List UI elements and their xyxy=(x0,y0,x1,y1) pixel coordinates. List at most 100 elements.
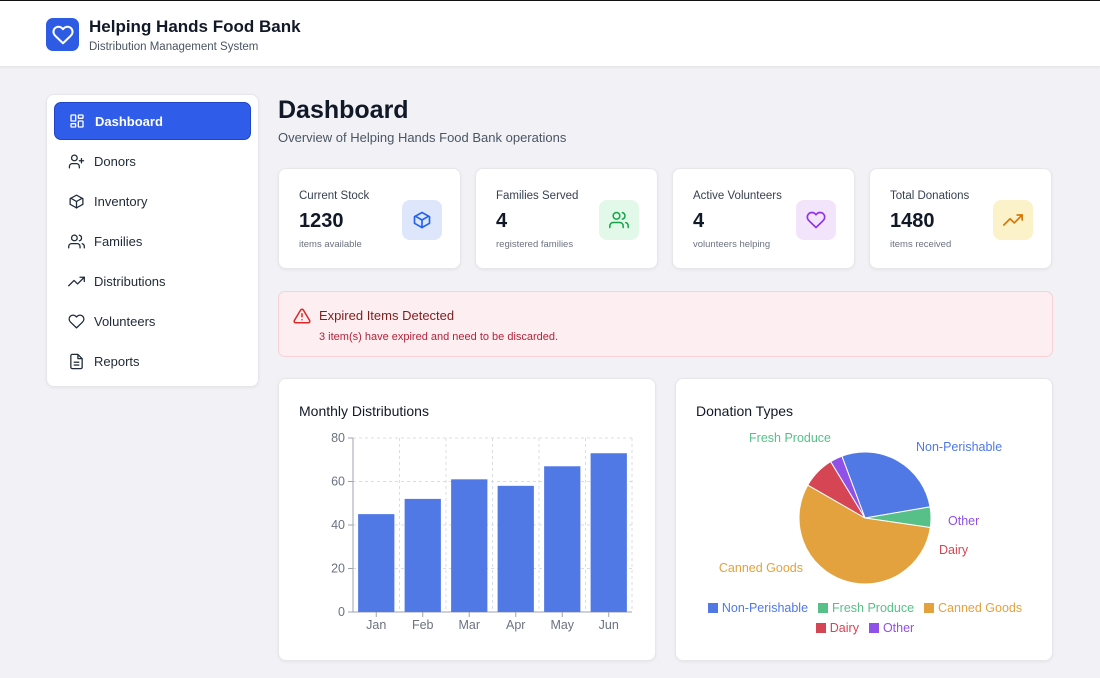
y-tick-label: 0 xyxy=(338,605,345,619)
alert-message: 3 item(s) have expired and need to be di… xyxy=(319,331,559,343)
bar xyxy=(451,479,488,612)
expired-items-alert: Expired Items Detected 3 item(s) have ex… xyxy=(278,291,1053,357)
sidebar-item-label: Volunteers xyxy=(94,313,156,329)
stat-card-families-served: Families Served 4 registered families xyxy=(475,168,658,269)
stat-value: 4 xyxy=(496,210,508,232)
users-icon xyxy=(599,200,639,240)
bar xyxy=(590,453,627,612)
stat-value: 1480 xyxy=(890,210,935,232)
legend-label: Fresh Produce xyxy=(832,601,915,615)
bar xyxy=(404,498,441,612)
app-subtitle: Distribution Management System xyxy=(89,41,259,53)
x-tick-label: Feb xyxy=(412,618,434,632)
pie-chart: Non-Perishable Fresh Produce Canned Goods D… xyxy=(719,431,1002,585)
y-tick-label: 40 xyxy=(331,518,345,532)
stat-value: 1230 xyxy=(299,210,344,232)
sidebar-item-label: Inventory xyxy=(94,193,148,209)
stat-card-total-donations: Total Donations 1480 items received xyxy=(869,168,1052,269)
donation-types-card: Donation Types Non-Perishable Fresh Produ… xyxy=(675,378,1053,661)
pie-slice-label: Canned Goods xyxy=(719,561,803,575)
pie-legend-row: Non-Perishable Fresh Produce Canned Goods xyxy=(676,601,1054,615)
stat-note: registered families xyxy=(496,239,574,250)
pie-slice-label: Fresh Produce xyxy=(749,431,831,445)
stat-card-current-stock: Current Stock 1230 items available xyxy=(278,168,461,269)
heart-logo-icon xyxy=(46,18,79,51)
sidebar-item-label: Reports xyxy=(94,353,140,369)
sidebar-item-donors[interactable]: Donors xyxy=(54,142,251,180)
sidebar-item-volunteers[interactable]: Volunteers xyxy=(54,302,251,340)
y-tick-label: 80 xyxy=(331,431,345,445)
sidebar-item-label: Distributions xyxy=(94,273,166,289)
user-plus-icon xyxy=(67,152,85,170)
stat-note: volunteers helping xyxy=(693,239,771,250)
box-icon xyxy=(402,200,442,240)
x-tick-label: Jan xyxy=(366,618,386,632)
stat-label: Families Served xyxy=(496,190,579,202)
heart-icon xyxy=(67,312,85,330)
legend-label: Dairy xyxy=(829,621,859,635)
pie-slice xyxy=(841,451,931,519)
box-icon xyxy=(67,192,85,210)
legend-item: Fresh Produce xyxy=(818,601,914,615)
pie-chart-title: Donation Types xyxy=(696,403,794,419)
sidebar: Dashboard Donors Inventory Families Dist… xyxy=(46,94,259,387)
bar xyxy=(544,466,581,612)
legend-label: Canned Goods xyxy=(938,601,1023,615)
heart-icon xyxy=(796,200,836,240)
sidebar-item-label: Dashboard xyxy=(95,113,163,129)
x-tick-label: Apr xyxy=(506,618,525,632)
pie-slice xyxy=(830,455,866,519)
bar-chart: 0 20 40 60 80 Jan Feb Mar Apr May Jun xyxy=(331,431,633,632)
stat-note: items available xyxy=(299,239,362,250)
alert-triangle-icon xyxy=(293,307,311,330)
legend-label: Other xyxy=(882,621,915,635)
sidebar-item-dashboard[interactable]: Dashboard xyxy=(54,102,251,140)
grid-icon xyxy=(68,112,86,130)
alert-title: Expired Items Detected xyxy=(319,308,455,323)
legend-item: Dairy xyxy=(815,621,859,635)
x-tick-label: Jun xyxy=(599,618,619,632)
sidebar-item-distributions[interactable]: Distributions xyxy=(54,262,251,300)
bar-chart-title: Monthly Distributions xyxy=(299,403,429,419)
x-tick-label: Mar xyxy=(458,618,480,632)
pie-slice xyxy=(798,484,931,585)
pie-slice-label: Dairy xyxy=(939,543,969,557)
stat-card-active-volunteers: Active Volunteers 4 volunteers helping xyxy=(672,168,855,269)
top-bar: Helping Hands Food Bank Distribution Man… xyxy=(0,0,1100,67)
legend-swatch xyxy=(815,623,826,633)
legend-swatch xyxy=(707,603,718,613)
page-subtitle: Overview of Helping Hands Food Bank oper… xyxy=(278,130,567,145)
legend-item: Non-Perishable xyxy=(707,601,809,615)
stat-value: 4 xyxy=(693,210,705,232)
file-text-icon xyxy=(67,352,85,370)
x-tick-label: May xyxy=(550,618,574,632)
legend-swatch xyxy=(868,623,879,633)
stat-label: Current Stock xyxy=(299,190,370,202)
pie-slice-label: Other xyxy=(948,514,979,528)
monthly-distributions-card: Monthly Distributions 0 20 40 60 80 Jan Feb Mar… xyxy=(278,378,656,661)
users-icon xyxy=(67,232,85,250)
sidebar-item-families[interactable]: Families xyxy=(54,222,251,260)
stat-label: Total Donations xyxy=(890,190,970,202)
sidebar-item-reports[interactable]: Reports xyxy=(54,342,251,380)
trending-up-icon xyxy=(993,200,1033,240)
bar xyxy=(358,514,395,612)
legend-swatch xyxy=(924,603,935,613)
trending-up-icon xyxy=(67,272,85,290)
y-tick-label: 20 xyxy=(331,562,345,576)
stat-note: items received xyxy=(890,239,952,250)
legend-swatch xyxy=(818,603,829,613)
page-title: Dashboard xyxy=(278,96,409,124)
app-title: Helping Hands Food Bank xyxy=(89,17,301,36)
legend-label: Non-Perishable xyxy=(721,601,809,615)
legend-item: Canned Goods xyxy=(924,601,1022,615)
sidebar-item-inventory[interactable]: Inventory xyxy=(54,182,251,220)
legend-item: Other xyxy=(868,621,915,635)
sidebar-item-label: Families xyxy=(94,233,143,249)
sidebar-item-label: Donors xyxy=(94,153,136,169)
stat-label: Active Volunteers xyxy=(693,190,782,202)
y-tick-label: 60 xyxy=(331,475,345,489)
pie-slice-label: Non-Perishable xyxy=(916,440,1002,454)
pie-legend-row: Dairy Other xyxy=(676,621,1054,635)
bar xyxy=(497,485,534,612)
